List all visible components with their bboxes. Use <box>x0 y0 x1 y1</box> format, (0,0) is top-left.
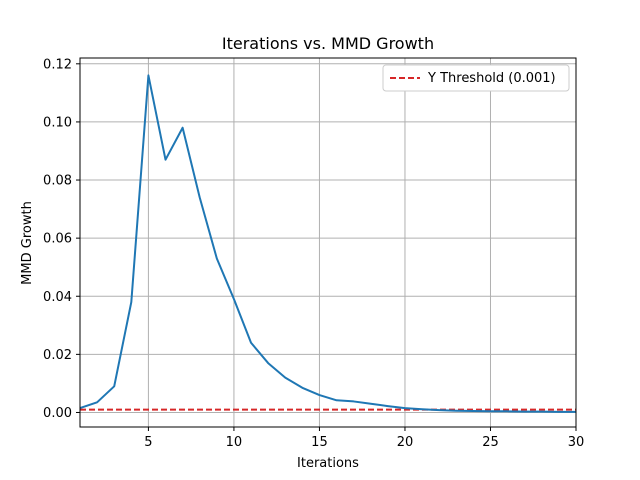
chart-title: Iterations vs. MMD Growth <box>222 34 434 53</box>
x-tick-label: 30 <box>568 435 585 450</box>
x-axis-label: Iterations <box>297 456 359 471</box>
y-tick-label: 0.04 <box>43 290 72 305</box>
legend-threshold-label: Y Threshold (0.001) <box>427 71 556 86</box>
x-tick-label: 20 <box>397 435 414 450</box>
x-tick-label: 25 <box>482 435 499 450</box>
x-axis-ticks: 5 10 15 20 25 30 <box>144 427 584 450</box>
legend-box <box>382 64 570 92</box>
y-tick-label: 0.10 <box>43 115 72 130</box>
series-layer <box>79 74 576 413</box>
x-tick-label: 15 <box>311 435 328 450</box>
plot-frame <box>79 57 577 428</box>
y-axis-label: MMD Growth <box>20 201 35 285</box>
legend: Y Threshold (0.001) <box>382 64 570 92</box>
y-tick-label: 0.06 <box>43 232 72 247</box>
y-tick-label: 0.02 <box>43 348 72 363</box>
x-tick-label: 10 <box>226 435 243 450</box>
grid <box>80 58 577 427</box>
x-tick-label: 5 <box>144 435 152 450</box>
y-axis-ticks: 0.00 0.02 0.04 0.06 0.08 0.10 0.12 <box>43 57 80 421</box>
y-tick-label: 0.12 <box>43 57 72 72</box>
y-tick-label: 0.08 <box>43 174 72 189</box>
series-line <box>79 74 576 413</box>
y-tick-label: 0.00 <box>43 406 72 421</box>
